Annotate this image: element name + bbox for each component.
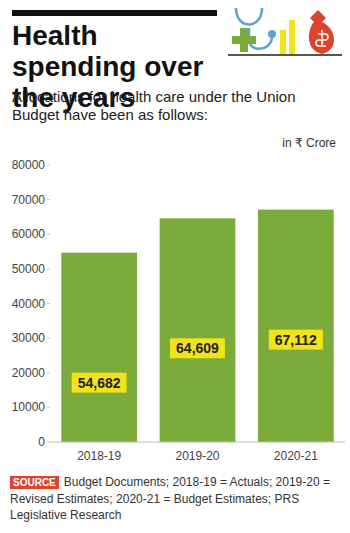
data-label-group: 67,112 [269,330,323,350]
bar [160,218,236,442]
y-tick [47,234,50,235]
data-labels: 54,682 64,609 67,112 [72,330,323,393]
y-tick [47,442,50,443]
data-label-box [170,338,225,358]
data-label: 67,112 [275,332,317,348]
y-tick-label: 20000 [12,366,46,380]
y-tick [47,268,50,269]
subtitle: Allocations for health care under the Un… [12,88,342,124]
y-tick-label: 70000 [12,193,46,207]
y-tick-label: 30000 [12,331,46,345]
x-tick-label: 2019-20 [175,449,219,463]
y-tick-label: 60000 [12,227,46,241]
money-sign [316,30,328,46]
health-icon [228,8,342,56]
y-tick-label: 50000 [12,262,46,276]
y-tick-label: 40000 [12,297,46,311]
y-tick [47,372,50,373]
y-tick [47,199,50,200]
y-tick-label: 0 [38,435,45,449]
bar [258,210,334,442]
y-tick-label: 80000 [12,158,46,172]
unit-label: in ₹ Crore [0,136,336,150]
data-label: 64,609 [176,340,219,356]
y-tick [47,165,50,166]
x-tick-label: 2020-21 [274,449,318,463]
stethoscope-head [268,30,276,38]
data-label: 54,682 [78,375,121,391]
y-tick-label: 10000 [12,400,46,414]
icon-base [228,54,342,56]
bars [61,210,333,442]
x-axis-line [50,442,345,443]
data-label-box [269,330,323,350]
icon-bar [289,20,295,54]
y-tick [47,338,50,339]
top-rule [12,10,217,16]
data-label-box [72,373,127,393]
source-label: SOURCE [10,476,59,489]
source-block: SOURCEBudget Documents; 2018-19 = Actual… [10,474,342,523]
y-axis: 0 10000 20000 30000 40000 50000 60000 70000 8000… [12,158,50,449]
money-bag [309,10,334,54]
cross [232,28,256,52]
x-tick-label: 2018-19 [77,449,121,463]
bar [61,253,137,442]
data-label-group: 64,609 [170,338,225,358]
icon-bar [280,30,286,54]
y-tick [47,407,50,408]
y-tick [47,303,50,304]
data-label-group: 54,682 [72,373,127,393]
